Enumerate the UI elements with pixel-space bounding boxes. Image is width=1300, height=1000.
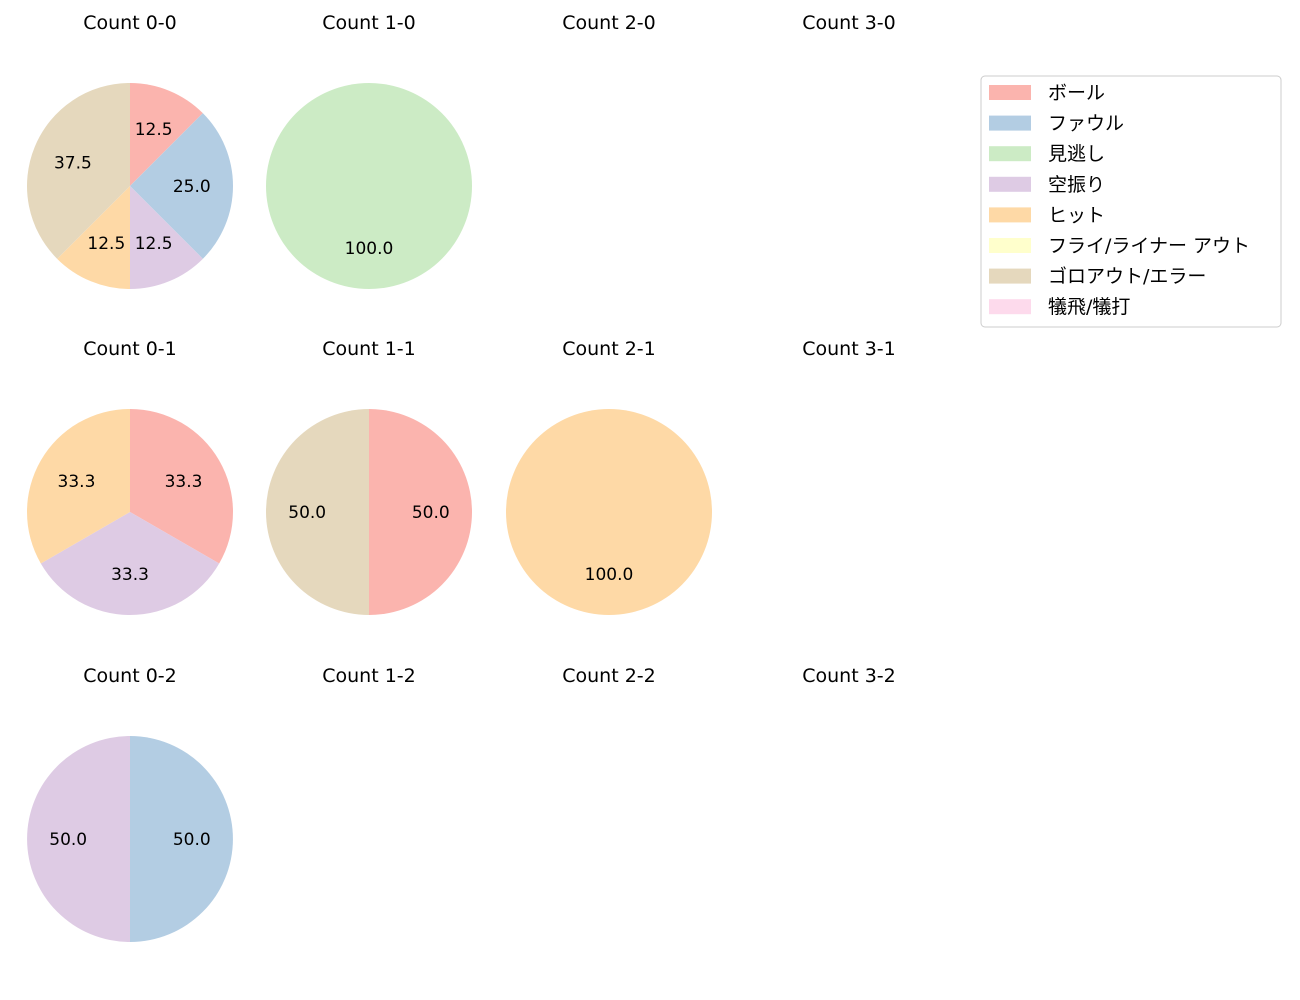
pie-panel: Count 3-0 xyxy=(802,12,896,34)
pie-panel: Count 1-2 xyxy=(322,665,416,687)
legend-label: ゴロアウト/エラー xyxy=(1048,266,1206,288)
pie-slice xyxy=(266,83,472,289)
legend-label: ヒット xyxy=(1048,204,1105,226)
pie-title: Count 1-1 xyxy=(322,338,416,360)
pie-slice xyxy=(369,409,472,615)
legend-entry: 見逃し xyxy=(989,143,1105,165)
pie-panel: Count 2-0 xyxy=(562,12,656,34)
pie-title: Count 3-1 xyxy=(802,338,896,360)
pie-slice xyxy=(27,736,130,942)
pie-slice-label: 12.5 xyxy=(87,234,125,254)
pie-slice-label: 12.5 xyxy=(135,120,173,140)
pie-slice-label: 100.0 xyxy=(585,565,634,585)
pie-slice xyxy=(57,186,131,289)
pie-slice-label: 50.0 xyxy=(288,503,326,523)
pie-slice xyxy=(130,83,203,186)
pie-slice-label: 100.0 xyxy=(345,239,394,259)
legend-swatch xyxy=(989,299,1031,315)
pie-slice-label: 50.0 xyxy=(49,830,87,850)
pie-slice xyxy=(40,512,220,615)
pie-panel: Count 3-2 xyxy=(802,665,896,687)
pie-title: Count 2-0 xyxy=(562,12,656,34)
pie-title: Count 0-2 xyxy=(83,665,177,687)
legend-swatch xyxy=(989,207,1031,223)
pie-slice-label: 33.3 xyxy=(111,565,149,585)
pie-title: Count 3-2 xyxy=(802,665,896,687)
legend-label: 空振り xyxy=(1048,174,1105,196)
pie-slice xyxy=(130,186,203,289)
legend-label: ファウル xyxy=(1048,113,1124,135)
legend-swatch xyxy=(989,146,1031,162)
pie-title: Count 2-1 xyxy=(562,338,656,360)
legend-entry: ファウル xyxy=(989,113,1124,135)
pie-slice-label: 33.3 xyxy=(58,472,96,492)
legend-entry: フライ/ライナー アウト xyxy=(989,235,1250,257)
legend-entry: ゴロアウト/エラー xyxy=(989,266,1206,288)
pie-slice-label: 50.0 xyxy=(173,830,211,850)
pie-panel: Count 1-0 100.0 xyxy=(266,12,472,289)
legend-swatch xyxy=(989,238,1031,253)
pie-panel: Count 0-2 50.0 50.0 xyxy=(27,665,233,942)
pie-slice-label: 37.5 xyxy=(54,153,92,173)
pie-panel: Count 1-1 50.0 50.0 xyxy=(266,338,472,615)
legend-label: ボール xyxy=(1048,82,1105,104)
pie-slice xyxy=(130,736,233,942)
legend-frame xyxy=(980,75,1282,328)
pie-slice xyxy=(26,83,130,259)
legend-entry: ボール xyxy=(989,82,1105,104)
legend-label: フライ/ライナー アウト xyxy=(1048,235,1250,257)
legend-entry: 犠飛/犠打 xyxy=(989,296,1130,318)
legend-entry: ヒット xyxy=(989,204,1105,226)
pie-title: Count 0-0 xyxy=(83,12,177,34)
legend-swatch xyxy=(989,115,1031,131)
pie-panel: Count 0-1 33.3 33.3 33.3 xyxy=(27,338,233,615)
pie-panel: Count 2-1 100.0 xyxy=(506,338,712,615)
pie-slice xyxy=(266,409,369,615)
pie-title: Count 2-2 xyxy=(562,665,656,687)
pie-title: Count 1-0 xyxy=(322,12,416,34)
pie-slice-label: 50.0 xyxy=(412,503,450,523)
legend-label: 見逃し xyxy=(1048,143,1105,165)
pie-panel: Count 3-1 xyxy=(802,338,896,360)
pie-slice xyxy=(27,409,130,564)
pie-title: Count 1-2 xyxy=(322,665,416,687)
pie-slice xyxy=(506,409,712,615)
pie-title: Count 3-0 xyxy=(802,12,896,34)
pie-panel: Count 0-0 12.5 25.0 12.5 12.5 37.5 xyxy=(26,12,233,289)
pie-panels: Count 0-0 12.5 25.0 12.5 12.5 37.5 Count 1-0 10… xyxy=(26,12,896,942)
pie-slice xyxy=(130,409,233,564)
pie-panel: Count 2-2 xyxy=(562,665,656,687)
pie-slice-label: 12.5 xyxy=(135,234,173,254)
pie-slice xyxy=(130,113,233,259)
pie-slice-label: 33.3 xyxy=(165,472,203,492)
legend-entry: 空振り xyxy=(989,174,1105,196)
legend-swatch xyxy=(989,176,1031,192)
pie-slice-label: 25.0 xyxy=(173,177,211,197)
legend-label: 犠飛/犠打 xyxy=(1048,296,1130,318)
legend-swatch xyxy=(989,268,1031,284)
legend-swatch xyxy=(989,85,1031,100)
pie-title: Count 0-1 xyxy=(83,338,177,360)
